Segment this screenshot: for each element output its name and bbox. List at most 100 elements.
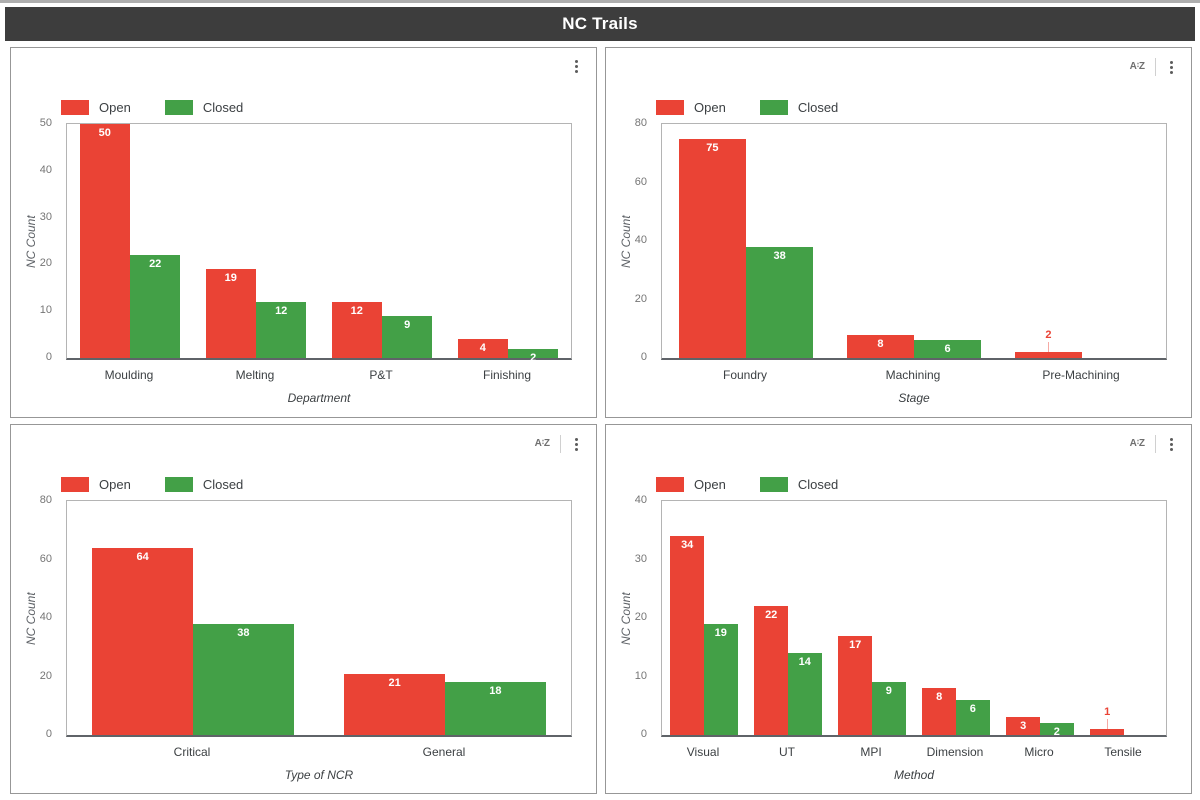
plot-area: 34 22 17 8 3 1 19 14 9 6 2	[661, 500, 1167, 738]
bar-open-moulding[interactable]	[79, 124, 130, 358]
bar-value-label: 2	[530, 351, 537, 364]
window-top-strip	[0, 0, 1200, 3]
legend-swatch-closed	[164, 477, 193, 492]
legend-swatch-closed	[759, 477, 788, 492]
x-category-label-foundry: Foundry	[722, 368, 768, 382]
y-tick-label: 0	[45, 728, 52, 740]
y-tick-label: 10	[39, 304, 52, 317]
x-axis-title: Department	[287, 391, 351, 405]
bar-value-label: 9	[885, 685, 892, 698]
legend-item-closed: Closed	[164, 477, 244, 492]
legend-label-open: Open	[694, 477, 726, 492]
toolbar-divider	[1155, 435, 1156, 453]
bar-open-foundry[interactable]	[678, 138, 746, 358]
legend-item-open: Open	[61, 100, 131, 115]
y-axis-ticks: 0 10 20 30 40 50	[11, 117, 59, 363]
chart-panel-type-of-ncr: A ↕ Z Open Closed NC Count 0 20 40 60 80 64 21 3…	[10, 424, 597, 794]
x-category-label-general: General	[422, 745, 466, 759]
bar-closed-mpi[interactable]	[872, 682, 906, 735]
legend-item-closed: Closed	[759, 477, 838, 492]
chart-legend: Open Closed	[656, 100, 838, 115]
bar-value-label: 3	[1020, 720, 1027, 733]
y-tick-label: 80	[39, 494, 52, 506]
sort-letter-z: Z	[1138, 438, 1145, 449]
sort-letter-z: Z	[1138, 61, 1145, 72]
bar-closed-critical[interactable]	[193, 623, 294, 735]
sort-az-icon[interactable]: A ↕ Z	[1130, 60, 1145, 73]
chart-panel-stage: A ↕ Z Open Closed NC Count 0 20 40 60 80 75 8 2 3…	[605, 47, 1192, 418]
bar-open-mpi[interactable]	[838, 635, 872, 735]
bar-value-label: 22	[149, 258, 162, 271]
kebab-menu-icon[interactable]	[1166, 436, 1177, 453]
bar-value-label: 75	[706, 141, 719, 154]
bar-open-general[interactable]	[344, 673, 445, 735]
legend-label-closed: Closed	[797, 100, 839, 115]
x-category-label-finishing: Finishing	[482, 368, 532, 382]
legend-label-open: Open	[694, 100, 726, 115]
bar-open-visual[interactable]	[670, 536, 704, 735]
bar-open-finishing[interactable]	[457, 339, 508, 358]
kebab-menu-icon[interactable]	[571, 58, 582, 75]
sort-arrow-icon: ↕	[540, 437, 545, 446]
bar-open-critical[interactable]	[92, 547, 193, 735]
bar-value-label: 38	[237, 626, 250, 639]
y-tick-label: 0	[45, 351, 52, 363]
bar-closed-foundry[interactable]	[746, 246, 814, 358]
legend-swatch-open	[656, 477, 684, 492]
bar-closed-machining[interactable]	[914, 340, 982, 358]
y-tick-label: 60	[634, 175, 647, 188]
bar-open-micro[interactable]	[1006, 717, 1040, 735]
bar-closed-melting[interactable]	[256, 301, 307, 358]
bar-closed-finishing[interactable]	[508, 348, 559, 358]
chart-legend: Open Closed	[61, 477, 243, 492]
sort-letter-a: A	[534, 438, 542, 449]
plot-area: 75 8 2 38 6	[661, 123, 1167, 360]
bar-value-label: 50	[98, 127, 111, 139]
legend-label-open: Open	[99, 477, 131, 492]
y-axis-ticks: 0 20 40 60 80	[606, 117, 654, 363]
y-tick-label: 50	[39, 117, 52, 129]
bar-closed-general[interactable]	[445, 682, 546, 735]
legend-label-closed: Closed	[202, 100, 244, 115]
y-tick-label: 10	[634, 669, 647, 682]
bar-value-label: 21	[388, 676, 401, 689]
bar-open-p-t[interactable]	[331, 301, 382, 358]
bar-value-label: 17	[849, 638, 862, 651]
bar-closed-moulding[interactable]	[130, 255, 181, 358]
legend-label-closed: Closed	[202, 477, 244, 492]
bar-closed-micro[interactable]	[1040, 723, 1074, 735]
y-axis-ticks: 0 20 40 60 80	[11, 494, 59, 740]
bar-closed-dimension[interactable]	[956, 699, 990, 735]
plot-area: 50 19 12 4 22 12 9 2	[66, 123, 572, 364]
bar-value-label: 64	[136, 550, 149, 563]
legend-item-open: Open	[61, 477, 131, 492]
panel-toolbar	[571, 58, 582, 75]
sort-az-icon[interactable]: A ↕ Z	[1130, 437, 1145, 450]
bar-open-ut[interactable]	[754, 606, 788, 735]
bar-value-label: 8	[877, 337, 884, 350]
bar-open-dimension[interactable]	[922, 688, 956, 735]
y-tick-label: 40	[39, 611, 52, 623]
legend-swatch-open	[656, 100, 684, 115]
dashboard-title-bar: NC Trails	[5, 7, 1195, 41]
bar-closed-ut[interactable]	[788, 653, 822, 735]
kebab-menu-icon[interactable]	[1166, 59, 1177, 76]
chart-legend: Open Closed	[656, 477, 838, 492]
y-tick-label: 40	[39, 163, 52, 176]
x-category-label-p-t: P&T	[369, 368, 393, 382]
bar-closed-p-t[interactable]	[382, 315, 433, 358]
y-tick-label: 40	[634, 234, 647, 246]
y-tick-label: 40	[634, 494, 647, 506]
bar-open-melting[interactable]	[205, 269, 256, 358]
bar-closed-visual[interactable]	[704, 623, 738, 735]
bar-label-connector	[1107, 719, 1109, 730]
x-axis-title: Method	[893, 768, 935, 782]
chart-panel-department: Open Closed NC Count 0 10 20 30 40 50 50 19 12 4…	[10, 47, 597, 418]
sort-letter-z: Z	[543, 438, 550, 449]
kebab-menu-icon[interactable]	[571, 436, 582, 453]
y-axis-ticks: 0 10 20 30 40	[606, 494, 654, 740]
sort-az-icon[interactable]: A ↕ Z	[534, 437, 550, 450]
bar-open-pre-machining[interactable]	[1014, 352, 1082, 358]
bar-open-machining[interactable]	[846, 334, 914, 358]
bar-open-tensile[interactable]	[1090, 729, 1124, 735]
